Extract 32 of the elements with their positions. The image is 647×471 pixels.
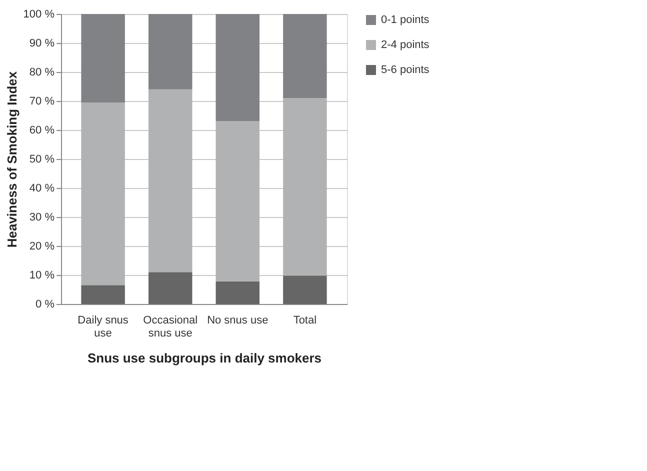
y-tick-label: 70 % [29, 96, 55, 108]
legend-label: 2-4 points [381, 39, 430, 51]
y-axis-title: Heaviness of Smoking Index [4, 70, 20, 248]
bar [216, 121, 260, 282]
y-tick-label: 60 % [29, 124, 55, 136]
y-tick-label: 80 % [29, 66, 55, 78]
legend-label: 0-1 points [381, 14, 430, 26]
y-tick-label: 40 % [29, 182, 55, 194]
y-tick-label: 100 % [23, 8, 55, 20]
x-tick-label: Occasional snus use [143, 314, 198, 340]
legend-label: 5-6 points [381, 64, 430, 76]
x-tick-label: No snus use [207, 314, 268, 326]
bar [216, 14, 260, 122]
y-tick-label: 50 % [29, 154, 55, 166]
bar [148, 14, 192, 90]
y-tick-label: 0 % [36, 298, 55, 310]
bar [283, 14, 327, 98]
y-tick-label: 10 % [29, 270, 55, 282]
bar [216, 281, 260, 304]
x-axis-title: Snus use subgroups in daily smokers [87, 350, 322, 366]
bar [81, 102, 125, 286]
bar [148, 89, 192, 272]
x-tick-label: Daily snus use [78, 314, 129, 340]
y-tick-label: 20 % [29, 240, 55, 252]
y-tick-label: 90 % [29, 38, 55, 50]
bar [81, 285, 125, 304]
y-tick-label: 30 % [29, 212, 55, 224]
bar [283, 276, 327, 304]
bar [81, 14, 125, 102]
bar [283, 98, 327, 276]
x-tick-label: Total [293, 314, 317, 326]
bar [148, 272, 192, 304]
